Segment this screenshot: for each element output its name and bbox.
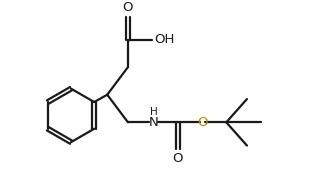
Text: O: O (123, 2, 133, 14)
Text: O: O (173, 152, 183, 165)
Text: OH: OH (155, 33, 175, 46)
Text: H: H (150, 108, 158, 118)
Text: N: N (149, 116, 159, 129)
Text: O: O (197, 116, 207, 129)
